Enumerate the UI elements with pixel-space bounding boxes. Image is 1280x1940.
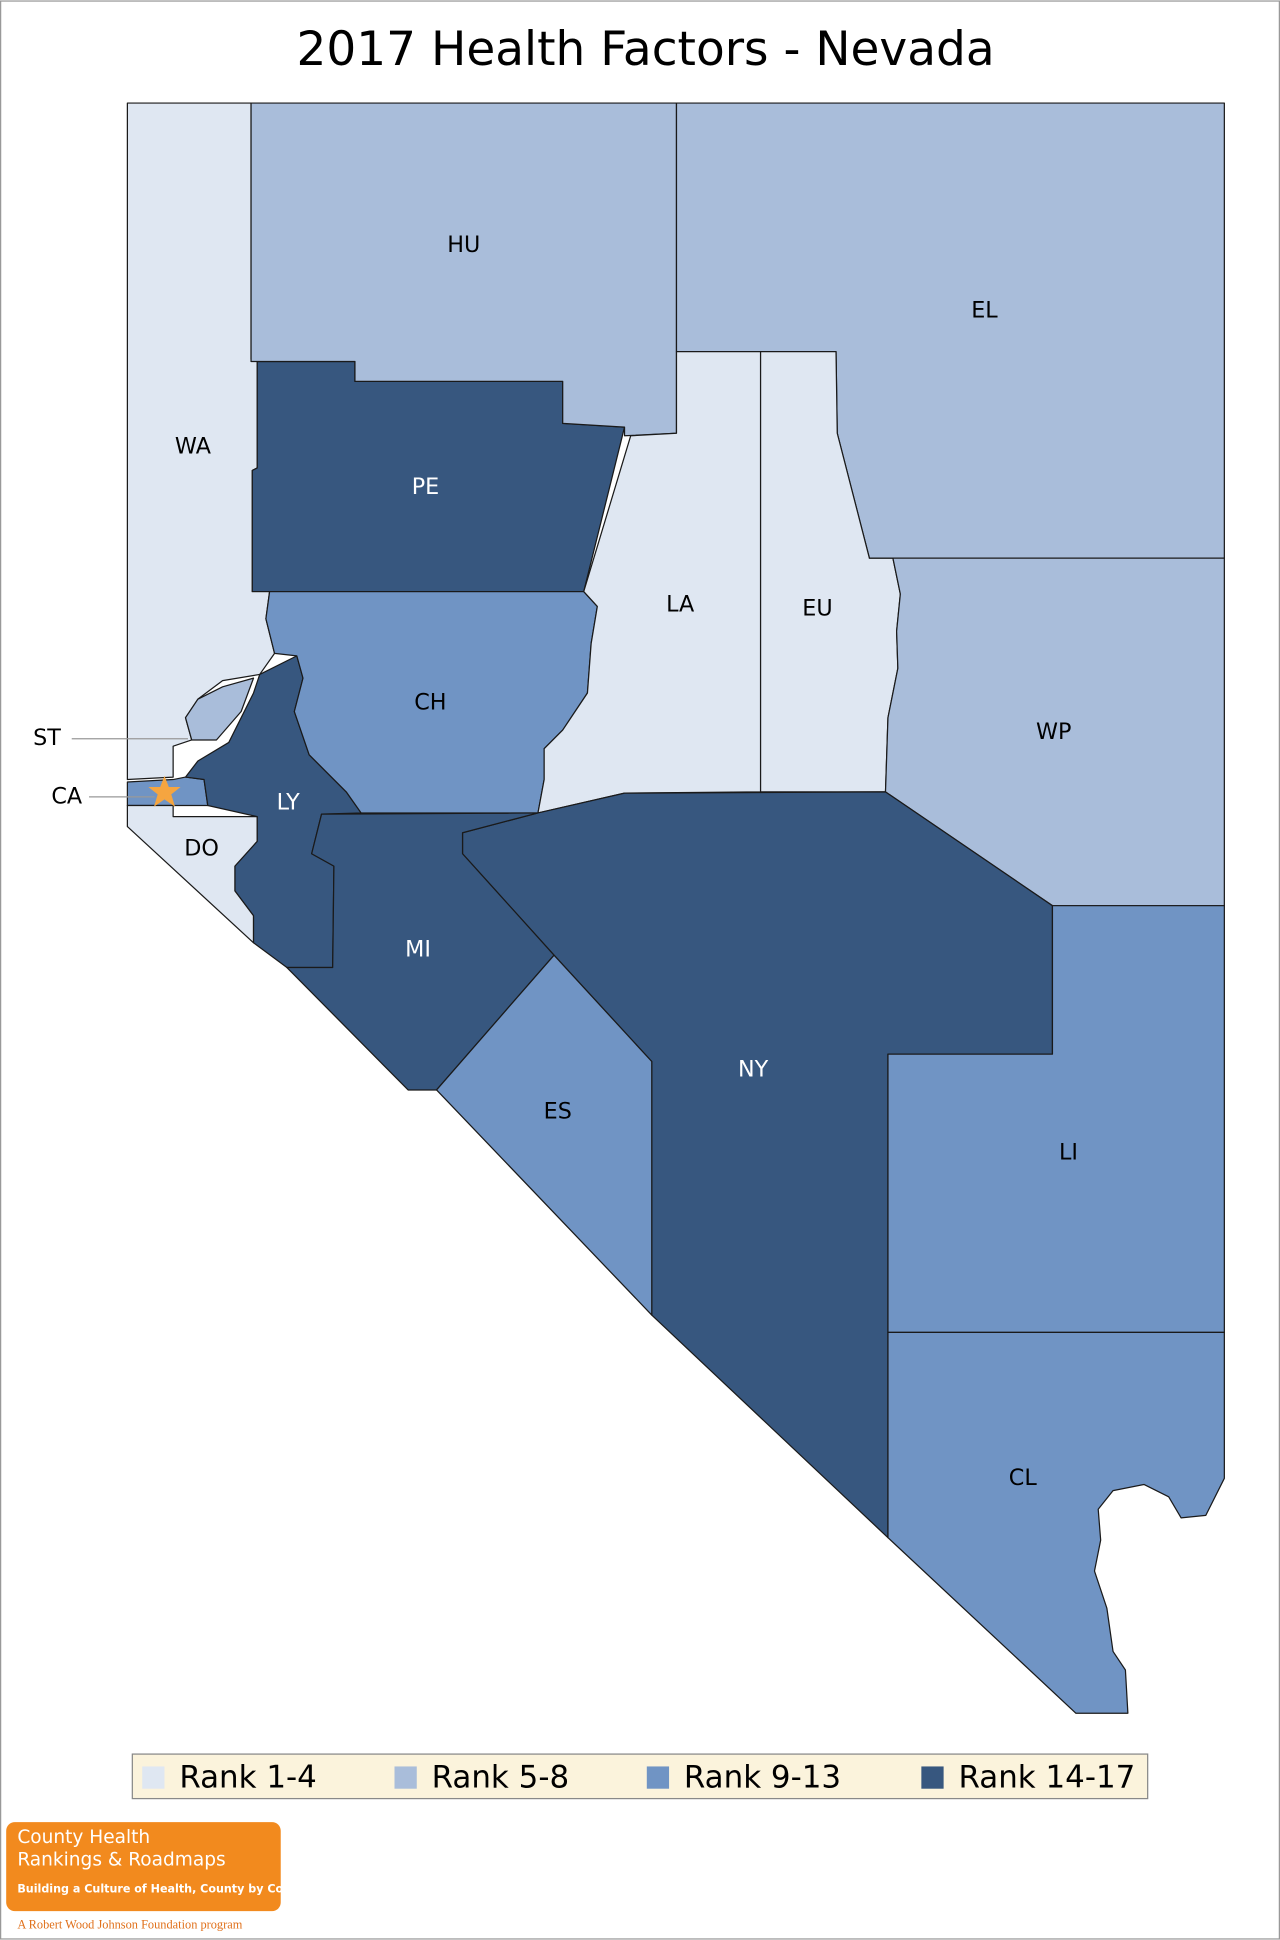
legend-swatch: [142, 1766, 165, 1789]
map-title: 2017 Health Factors - Nevada: [297, 22, 995, 77]
county: [435, 954, 653, 1316]
county-labels: WA ST CA DO LY CH PE HU EL LA EU WP NY MI ES LI CL: [33, 232, 1078, 1491]
logo-badge: [6, 1822, 281, 1912]
county-label: CL: [1009, 1465, 1038, 1491]
county-label: PE: [412, 474, 439, 500]
legend-swatch: [921, 1766, 944, 1789]
county: [868, 557, 1225, 907]
county: [286, 812, 555, 1091]
county-label: WA: [175, 433, 212, 459]
county-label: EU: [802, 595, 832, 621]
county-label: ES: [544, 1099, 572, 1125]
county-label: LI: [1059, 1140, 1078, 1166]
legend-label: Rank 9-13: [684, 1759, 841, 1795]
legend-label: Rank 1-4: [179, 1759, 317, 1795]
county-label: CH: [414, 689, 446, 715]
county-label: HU: [447, 232, 480, 258]
legend-label: Rank 14-17: [958, 1759, 1135, 1795]
counties: [126, 102, 1225, 1714]
logo-text: Rankings & Roadmaps: [17, 1849, 225, 1870]
county-label: EL: [971, 297, 998, 323]
county-label: CA: [51, 783, 83, 809]
legend: Rank 1-4 Rank 5-8 Rank 9-13 Rank 14-17: [142, 1759, 1135, 1795]
county: [184, 677, 255, 741]
county-label: MI: [405, 937, 431, 963]
capital-star: [148, 775, 181, 807]
legend-label: Rank 5-8: [432, 1759, 570, 1795]
county-label: WP: [1036, 719, 1071, 745]
county-label: DO: [184, 835, 219, 861]
legend-swatch: [646, 1766, 670, 1789]
logo-program: A Robert Wood Johnson Foundation program: [17, 1917, 242, 1931]
logo-tagline: Building a Culture of Health, County by …: [17, 1883, 312, 1896]
county-label: NY: [738, 1057, 769, 1083]
county-label: LY: [277, 790, 300, 816]
legend-box: [131, 1753, 1149, 1800]
county: [887, 1331, 1225, 1714]
county-label: ST: [33, 725, 61, 751]
legend-swatch: [394, 1766, 417, 1789]
county-label: LA: [666, 592, 695, 618]
logo-text: County Health: [17, 1827, 150, 1848]
